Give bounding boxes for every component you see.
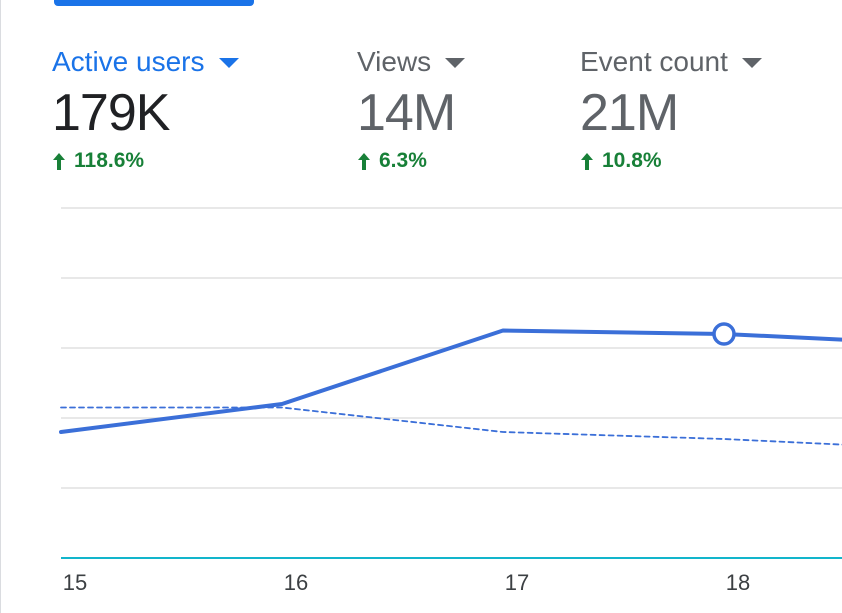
metric-views[interactable]: Views 14M 6.3% [357,44,466,174]
dropdown-caret-icon[interactable] [445,58,466,68]
metric-change-value: 6.3% [379,149,427,172]
x-tick-label: 18 [726,570,750,590]
metric-value: 14M [357,84,456,142]
metric-event-count[interactable]: Event count 21M 10.8% [580,44,762,174]
metric-change-value: 118.6% [74,149,145,172]
metric-header[interactable]: Views [357,44,466,80]
x-tick-label: 17 [505,570,529,590]
metric-active-users[interactable]: Active users 179K 118.6% [52,44,239,174]
line-chart[interactable]: 1516171819 [0,0,842,590]
metric-label: Event count [580,46,728,77]
top-action-button[interactable] [54,0,254,6]
metric-label: Views [357,46,432,77]
dropdown-caret-icon[interactable] [741,58,762,68]
metric-value: 21M [580,84,679,142]
highlight-point[interactable] [712,322,736,346]
x-tick-label: 16 [284,570,308,590]
dropdown-caret-icon[interactable] [218,58,239,68]
metric-header[interactable]: Event count [580,44,762,80]
metric-change: 10.8% [580,148,762,174]
metric-value: 179K [52,84,170,142]
metric-header[interactable]: Active users [52,44,239,80]
metric-change-value: 10.8% [602,149,662,172]
arrow-up-icon [53,153,65,170]
arrow-up-icon [581,153,593,170]
primary-series-line[interactable] [59,328,842,434]
metric-label: Active users [52,46,205,77]
metric-change: 118.6% [52,148,239,174]
metric-change: 6.3% [357,148,465,174]
comparison-series-line[interactable] [60,406,842,450]
arrow-up-icon [358,153,370,170]
x-tick-label: 15 [63,570,87,590]
